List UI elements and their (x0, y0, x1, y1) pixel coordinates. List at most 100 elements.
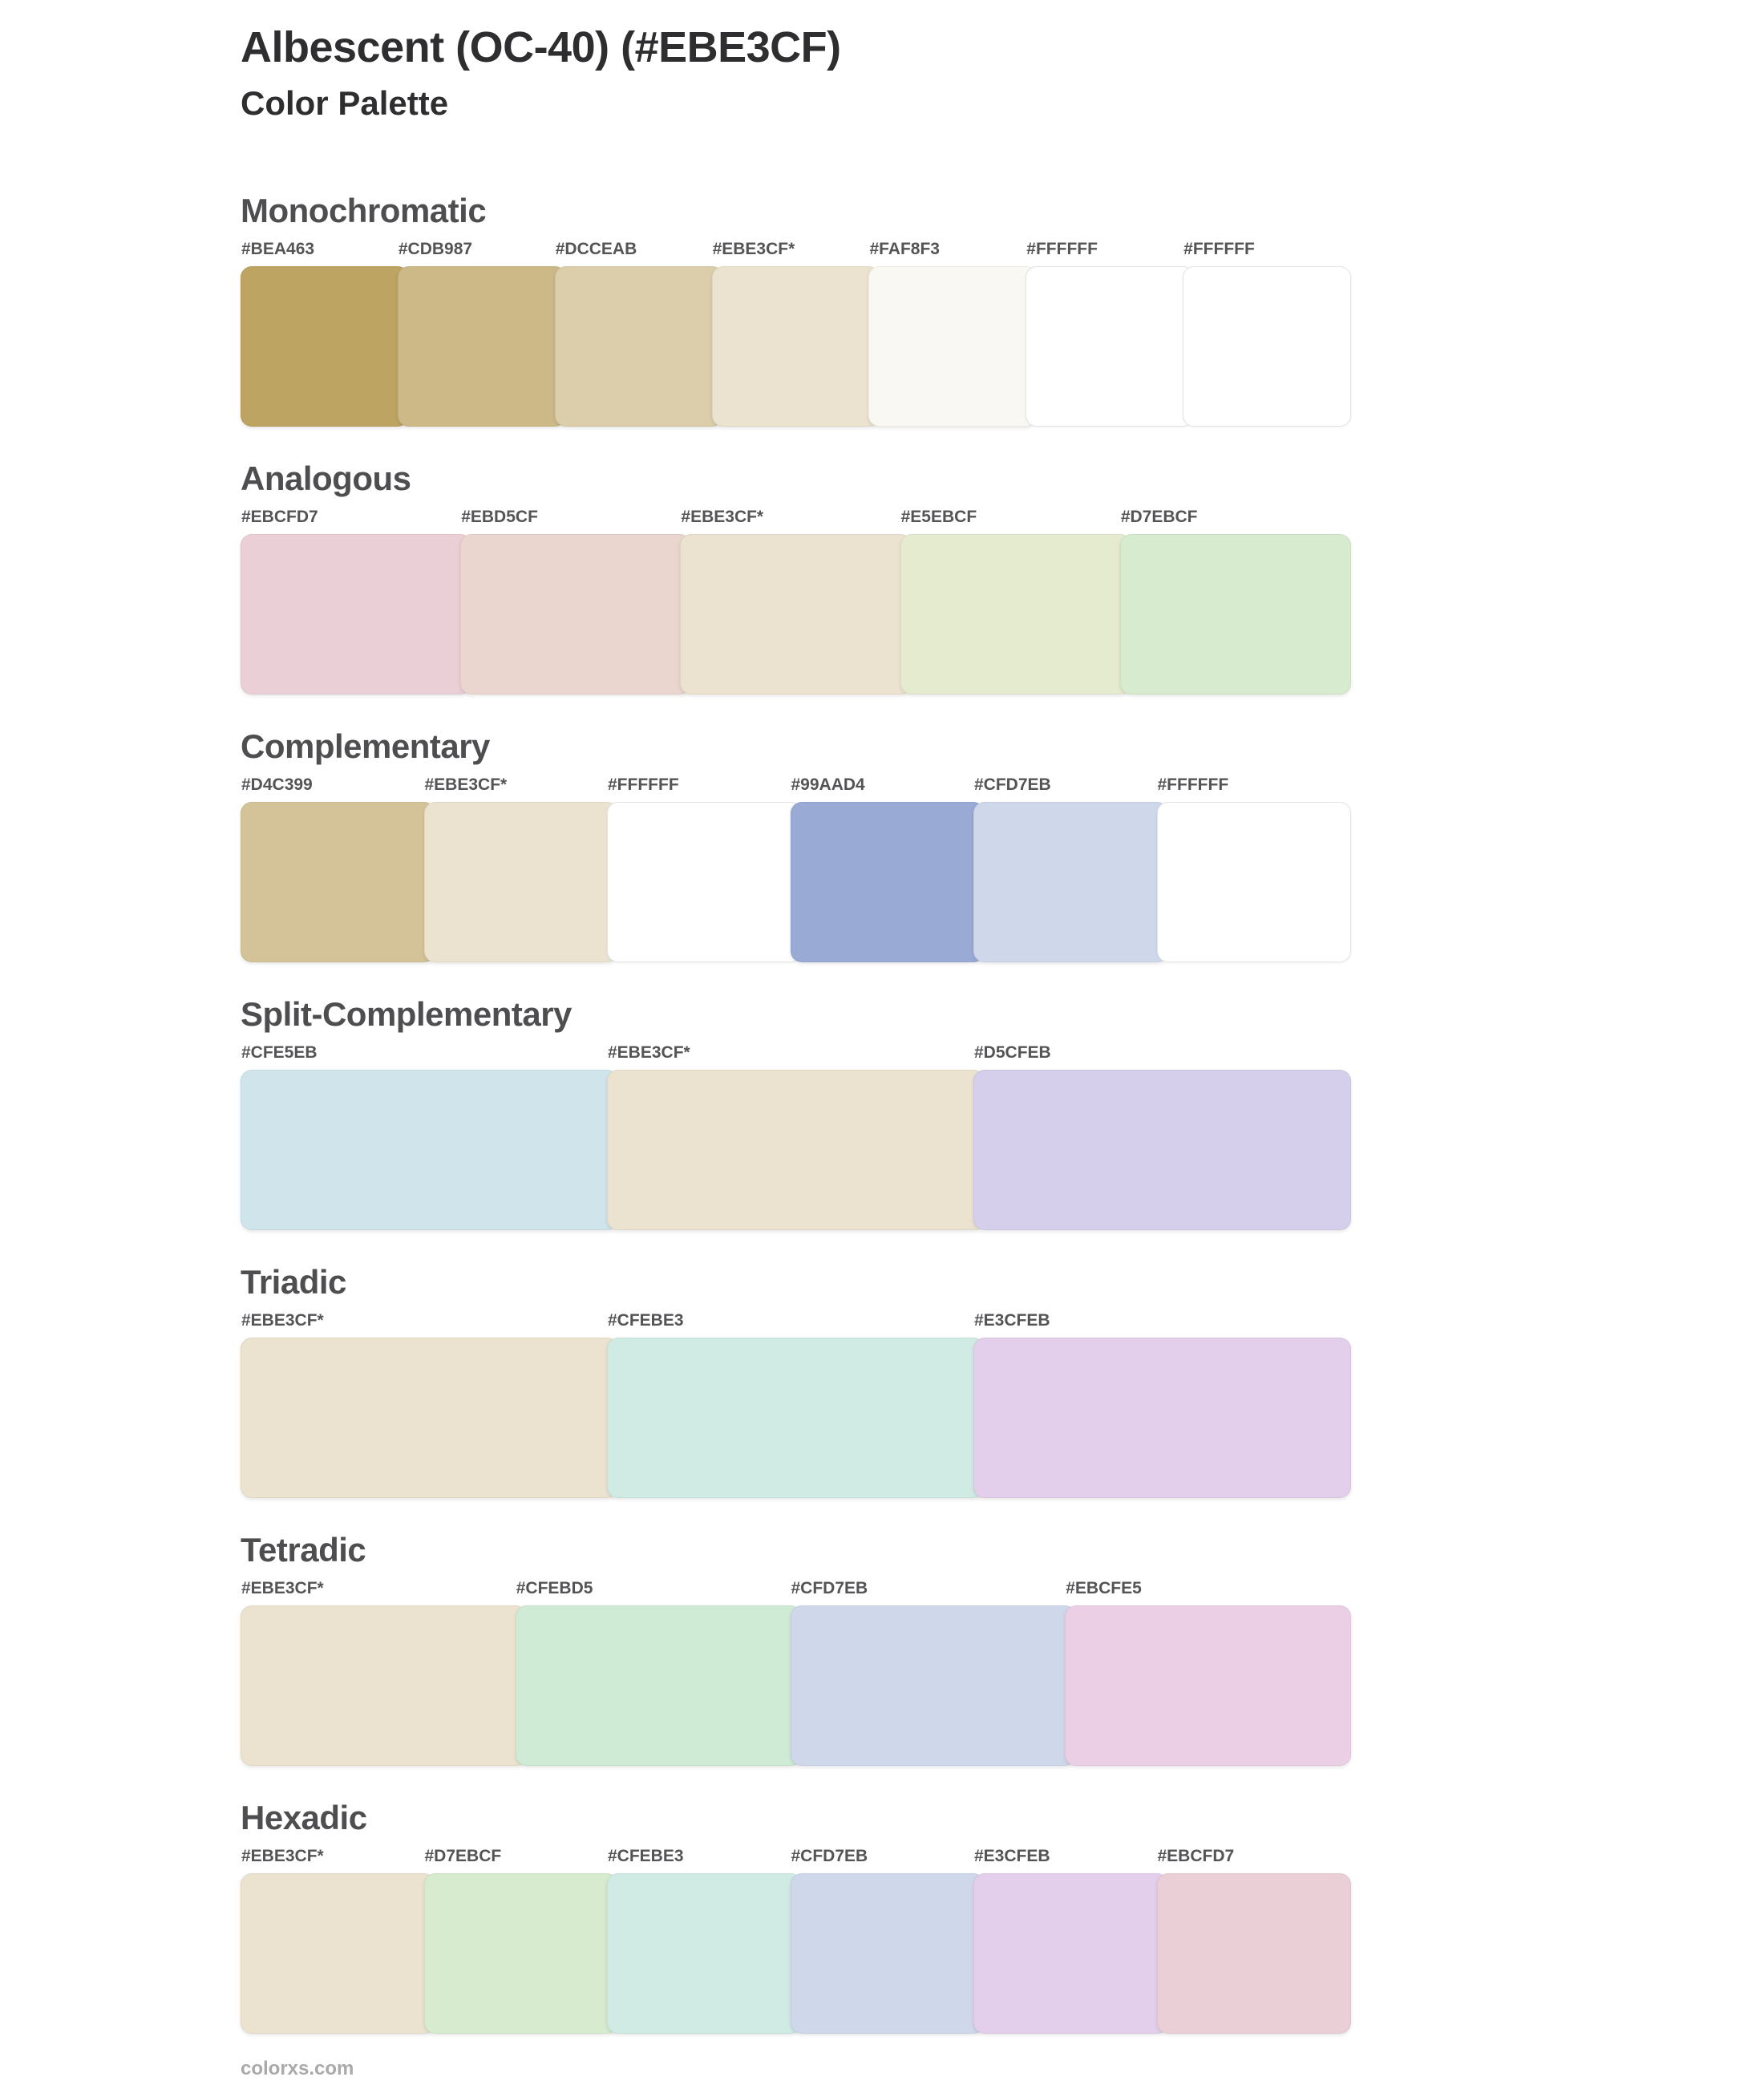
swatch-hex-label: #CFEBE3 (608, 1847, 684, 1865)
swatch-hex-label: #FFFFFF (1157, 775, 1229, 794)
swatch-hex-label: #E3CFEB (974, 1311, 1050, 1330)
color-swatch[interactable] (607, 1873, 802, 2034)
color-swatch[interactable] (554, 266, 723, 427)
swatch-hex-label: #CDB987 (398, 240, 473, 258)
swatch-hex-label: #EBE3CF* (608, 1043, 690, 1062)
swatch-column: #EBCFD7 (241, 507, 472, 694)
color-swatch[interactable] (607, 1338, 985, 1498)
color-swatch[interactable] (680, 534, 912, 694)
color-swatch[interactable] (973, 802, 1168, 962)
color-swatch[interactable] (241, 534, 472, 694)
swatch-hex-label: #CFEBE3 (608, 1311, 684, 1330)
swatch-column: #CFEBE3 (607, 1310, 985, 1498)
color-swatch[interactable] (241, 1338, 618, 1498)
color-swatch[interactable] (711, 266, 880, 427)
color-swatch[interactable] (973, 1070, 1351, 1230)
swatch-column: #D7EBCF (1119, 507, 1352, 694)
page-subtitle: Color Palette (241, 84, 449, 122)
section-title: Triadic (241, 1263, 346, 1301)
swatch-hex-label: #EBCFE5 (1066, 1579, 1142, 1597)
swatch-column: #BEA463 (241, 239, 409, 427)
swatch-column: #CFEBE3 (607, 1846, 802, 2034)
swatch-column: #CFD7EB (790, 1578, 1077, 1766)
swatch-column: #CFD7EB (790, 1846, 985, 2034)
color-swatch[interactable] (423, 802, 618, 962)
swatch-hex-label: #EBCFD7 (241, 508, 318, 526)
swatch-row: #EBCFD7 #EBD5CF #EBE3CF* #E5EBCF #D7EBCF (241, 507, 1352, 694)
swatch-row: #D4C399 #EBE3CF* #FFFFFF #99AAD4 #CFD7EB #FFF… (241, 775, 1351, 962)
swatch-column: #FFFFFF (1026, 239, 1195, 427)
swatch-column: #DCCEAB (554, 239, 723, 427)
sections: Monochromatic #BEA463 #CDB987 #DCCEAB #EBE3C… (241, 191, 1352, 2034)
color-swatch[interactable] (973, 1338, 1351, 1498)
swatch-column: #EBE3CF* (607, 1042, 985, 1230)
color-swatch[interactable] (241, 1873, 435, 2034)
palette-section: Monochromatic #BEA463 #CDB987 #DCCEAB #EBE3C… (241, 191, 1352, 427)
color-swatch[interactable] (241, 802, 435, 962)
swatch-column: #FFFFFF (1183, 239, 1352, 427)
swatch-row: #EBE3CF* #CFEBE3 #E3CFEB (241, 1310, 1351, 1498)
color-swatch[interactable] (790, 1605, 1077, 1766)
swatch-column: #EBE3CF* (241, 1846, 435, 2034)
color-swatch[interactable] (790, 802, 985, 962)
color-swatch[interactable] (1183, 266, 1352, 427)
swatch-column: #99AAD4 (790, 775, 985, 962)
color-swatch[interactable] (607, 1070, 985, 1230)
color-swatch[interactable] (241, 1605, 527, 1766)
page-title: Albescent (OC-40) (#EBE3CF) (241, 23, 841, 71)
swatch-column: #E5EBCF (900, 507, 1131, 694)
swatch-hex-label: #CFE5EB (241, 1043, 318, 1062)
swatch-hex-label: #DCCEAB (555, 240, 637, 258)
swatch-hex-label: #FFFFFF (1183, 240, 1255, 258)
palette-section: Complementary #D4C399 #EBE3CF* #FFFFFF #99AA… (241, 727, 1351, 962)
swatch-hex-label: #D7EBCF (1120, 508, 1198, 526)
swatch-row: #BEA463 #CDB987 #DCCEAB #EBE3CF* #FAF8F3 #FFF… (241, 239, 1352, 427)
swatch-column: #FAF8F3 (868, 239, 1038, 427)
color-swatch[interactable] (1065, 1605, 1351, 1766)
color-swatch[interactable] (241, 1070, 618, 1230)
palette-section: Hexadic #EBE3CF* #D7EBCF #CFEBE3 #CFD7EB #E3C… (241, 1798, 1351, 2034)
section-title: Hexadic (241, 1799, 367, 1836)
color-swatch[interactable] (1156, 1873, 1351, 2034)
section-title: Monochromatic (241, 192, 487, 229)
swatch-hex-label: #EBE3CF* (424, 775, 508, 794)
swatch-column: #EBE3CF* (680, 507, 912, 694)
swatch-hex-label: #CFD7EB (791, 1847, 868, 1865)
color-swatch[interactable] (460, 534, 692, 694)
color-swatch[interactable] (1026, 266, 1195, 427)
swatch-column: #EBD5CF (460, 507, 692, 694)
swatch-column: #E3CFEB (973, 1846, 1168, 2034)
color-swatch[interactable] (423, 1873, 618, 2034)
color-swatch[interactable] (790, 1873, 985, 2034)
swatch-column: #EBCFD7 (1156, 1846, 1351, 2034)
swatch-column: #CFE5EB (241, 1042, 618, 1230)
color-swatch[interactable] (900, 534, 1131, 694)
swatch-row: #CFE5EB #EBE3CF* #D5CFEB (241, 1042, 1351, 1230)
palette-section: Analogous #EBCFD7 #EBD5CF #EBE3CF* #E5EBCF #D… (241, 459, 1352, 694)
color-swatch[interactable] (868, 266, 1038, 427)
swatch-column: #D5CFEB (973, 1042, 1351, 1230)
swatch-hex-label: #EBE3CF* (681, 508, 764, 526)
color-swatch[interactable] (241, 266, 409, 427)
color-swatch[interactable] (973, 1873, 1168, 2034)
color-swatch[interactable] (515, 1605, 802, 1766)
color-swatch[interactable] (397, 266, 566, 427)
site-footer-text: colorxs.com (241, 2058, 354, 2079)
swatch-hex-label: #E3CFEB (974, 1847, 1050, 1865)
swatch-hex-label: #D7EBCF (424, 1847, 502, 1865)
swatch-column: #CFEBD5 (515, 1578, 802, 1766)
color-swatch[interactable] (1156, 802, 1351, 962)
swatch-hex-label: #EBE3CF* (241, 1579, 324, 1597)
swatch-hex-label: #D4C399 (241, 775, 313, 794)
swatch-hex-label: #CFEBD5 (516, 1579, 593, 1597)
section-title: Analogous (241, 460, 411, 497)
palette-section: Split-Complementary #CFE5EB #EBE3CF* #D5CFE… (241, 994, 1351, 1230)
swatch-hex-label: #EBE3CF* (712, 240, 795, 258)
palette-section: Tetradic #EBE3CF* #CFEBD5 #CFD7EB #EBCFE5 (241, 1530, 1351, 1766)
swatch-column: #CDB987 (397, 239, 566, 427)
swatch-column: #EBE3CF* (423, 775, 618, 962)
swatch-hex-label: #CFD7EB (791, 1579, 868, 1597)
swatch-row: #EBE3CF* #CFEBD5 #CFD7EB #EBCFE5 (241, 1578, 1351, 1766)
color-swatch[interactable] (1119, 534, 1352, 694)
color-swatch[interactable] (607, 802, 802, 962)
